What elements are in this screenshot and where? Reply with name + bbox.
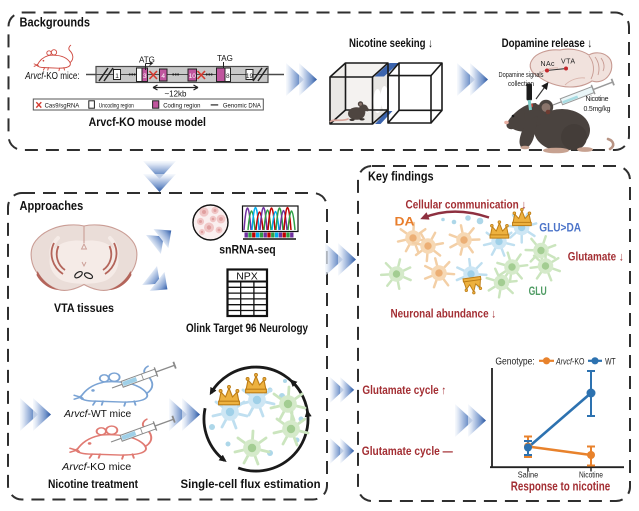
svg-text:10: 10 <box>189 73 197 80</box>
svg-text:0.5mg/kg: 0.5mg/kg <box>584 106 611 113</box>
svg-text:4: 4 <box>161 73 165 80</box>
svg-text:Glutamate ↓: Glutamate ↓ <box>568 250 624 264</box>
svg-text:Dopamine signals: Dopamine signals <box>499 72 544 79</box>
svg-text:1: 1 <box>115 73 119 80</box>
svg-text:VTA: VTA <box>561 59 575 66</box>
svg-text:VTA tissues: VTA tissues <box>54 301 114 315</box>
svg-text:collection: collection <box>508 81 534 88</box>
svg-text:Glutamate cycle —: Glutamate cycle — <box>362 446 453 458</box>
svg-text:Single-cell flux estimation: Single-cell flux estimation <box>181 477 321 491</box>
svg-text:DA: DA <box>395 215 415 229</box>
svg-text:Cellular communication ↓: Cellular communication ↓ <box>406 198 527 212</box>
svg-text:Backgrounds: Backgrounds <box>20 15 91 29</box>
svg-text:Approaches: Approaches <box>20 199 84 213</box>
svg-text:•••: ••• <box>206 72 214 79</box>
svg-text:Genomic DNA: Genomic DNA <box>223 102 261 109</box>
svg-text:snRNA-seq: snRNA-seq <box>219 243 275 257</box>
svg-text:GLU>DA: GLU>DA <box>539 221 581 235</box>
svg-text:Cas9/sgRNA: Cas9/sgRNA <box>45 102 80 109</box>
svg-text:•••: ••• <box>129 72 137 79</box>
svg-text:Genotype:: Genotype: <box>495 357 534 368</box>
svg-text:GLU: GLU <box>529 284 547 298</box>
svg-text:Nicotine: Nicotine <box>579 470 603 480</box>
svg-text:TAG: TAG <box>217 54 233 63</box>
svg-text:Dopamine release ↓: Dopamine release ↓ <box>502 36 593 50</box>
svg-text:8: 8 <box>226 73 230 80</box>
svg-text:Nicotine treatment: Nicotine treatment <box>48 477 138 491</box>
svg-text:Arvcf-WT mice: Arvcf-WT mice <box>63 409 131 420</box>
svg-text:Arvcf-KO mice:: Arvcf-KO mice: <box>24 71 79 82</box>
svg-text:Arvcf-KO mice: Arvcf -KO mice <box>61 462 132 473</box>
svg-text:•••: ••• <box>172 72 180 79</box>
svg-text:WT: WT <box>605 357 616 367</box>
svg-text:Saline: Saline <box>518 470 539 480</box>
svg-text:Nicotine: Nicotine <box>586 96 609 103</box>
svg-text:ATG: ATG <box>139 56 155 65</box>
svg-text:Arvcf-KO mouse model: Arvcf-KO mouse model <box>89 115 206 129</box>
svg-text:Neuronal abundance ↓: Neuronal abundance ↓ <box>391 307 497 321</box>
svg-text:~12kb: ~12kb <box>164 90 187 99</box>
svg-text:NPX: NPX <box>236 271 258 283</box>
svg-text:Arvcf-KO: Arvcf-KO <box>555 357 584 367</box>
svg-text:Glutamate cycle ↑: Glutamate cycle ↑ <box>362 385 446 397</box>
svg-text:Olink Target 96 Neurology: Olink Target 96 Neurology <box>186 321 308 335</box>
svg-text:3: 3 <box>143 73 147 80</box>
svg-text:NAc: NAc <box>541 61 556 68</box>
svg-text:Nicotine seeking ↓: Nicotine seeking ↓ <box>349 36 433 50</box>
svg-text:Coding region: Coding region <box>163 102 200 109</box>
svg-text:Uncoding region: Uncoding region <box>99 102 134 109</box>
svg-text:Key findings: Key findings <box>368 170 434 184</box>
svg-text:Response to nicotine: Response to nicotine <box>511 480 610 494</box>
svg-text:19: 19 <box>246 73 254 80</box>
